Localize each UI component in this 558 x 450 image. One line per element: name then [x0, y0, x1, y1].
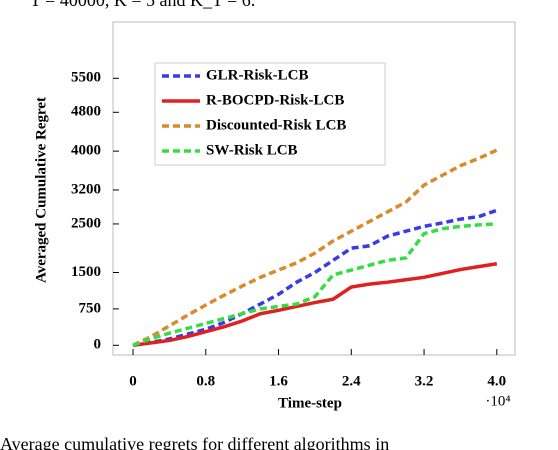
y-tick-label: 0 [94, 337, 102, 353]
plot-frame [112, 21, 516, 356]
x-tick-label: 0.8 [196, 373, 215, 389]
series-line [132, 208, 498, 348]
x-axis-label: Time-step [278, 395, 342, 411]
x-multiplier: ·10⁴ [485, 393, 510, 409]
y-tick-label: 4000 [71, 143, 101, 159]
y-tick-label: 2500 [71, 215, 101, 231]
series-line [132, 262, 498, 348]
x-tick-label: 1.6 [269, 373, 288, 389]
y-tick-label: 3200 [71, 181, 101, 197]
legend-label: GLR-Risk-LCB [206, 67, 309, 83]
x-tick-label: 4.0 [487, 373, 506, 389]
y-tick-label: 750 [79, 300, 102, 316]
legend-label: Discounted-Risk LCB [206, 117, 346, 133]
y-tick-label: 5500 [71, 70, 101, 86]
caption-top: T = 40000, K = 5 and K_T = 6. [30, 0, 255, 10]
x-tick-label: 2.4 [342, 373, 361, 389]
x-tick-label: 3.2 [415, 373, 434, 389]
legend-label: SW-Risk LCB [206, 142, 298, 158]
series-line [132, 148, 498, 347]
legend-box [154, 62, 386, 166]
y-tick-label: 1500 [71, 264, 101, 280]
legend-label: R-BOCPD-Risk-LCB [206, 92, 344, 108]
series-line [132, 222, 497, 347]
x-tick-label: 0 [129, 373, 137, 389]
y-axis-label: Averaged Cumulative Regret [33, 97, 49, 283]
y-tick-label: 4800 [71, 104, 101, 120]
caption-bottom: Average cumulative regrets for different… [0, 434, 389, 450]
